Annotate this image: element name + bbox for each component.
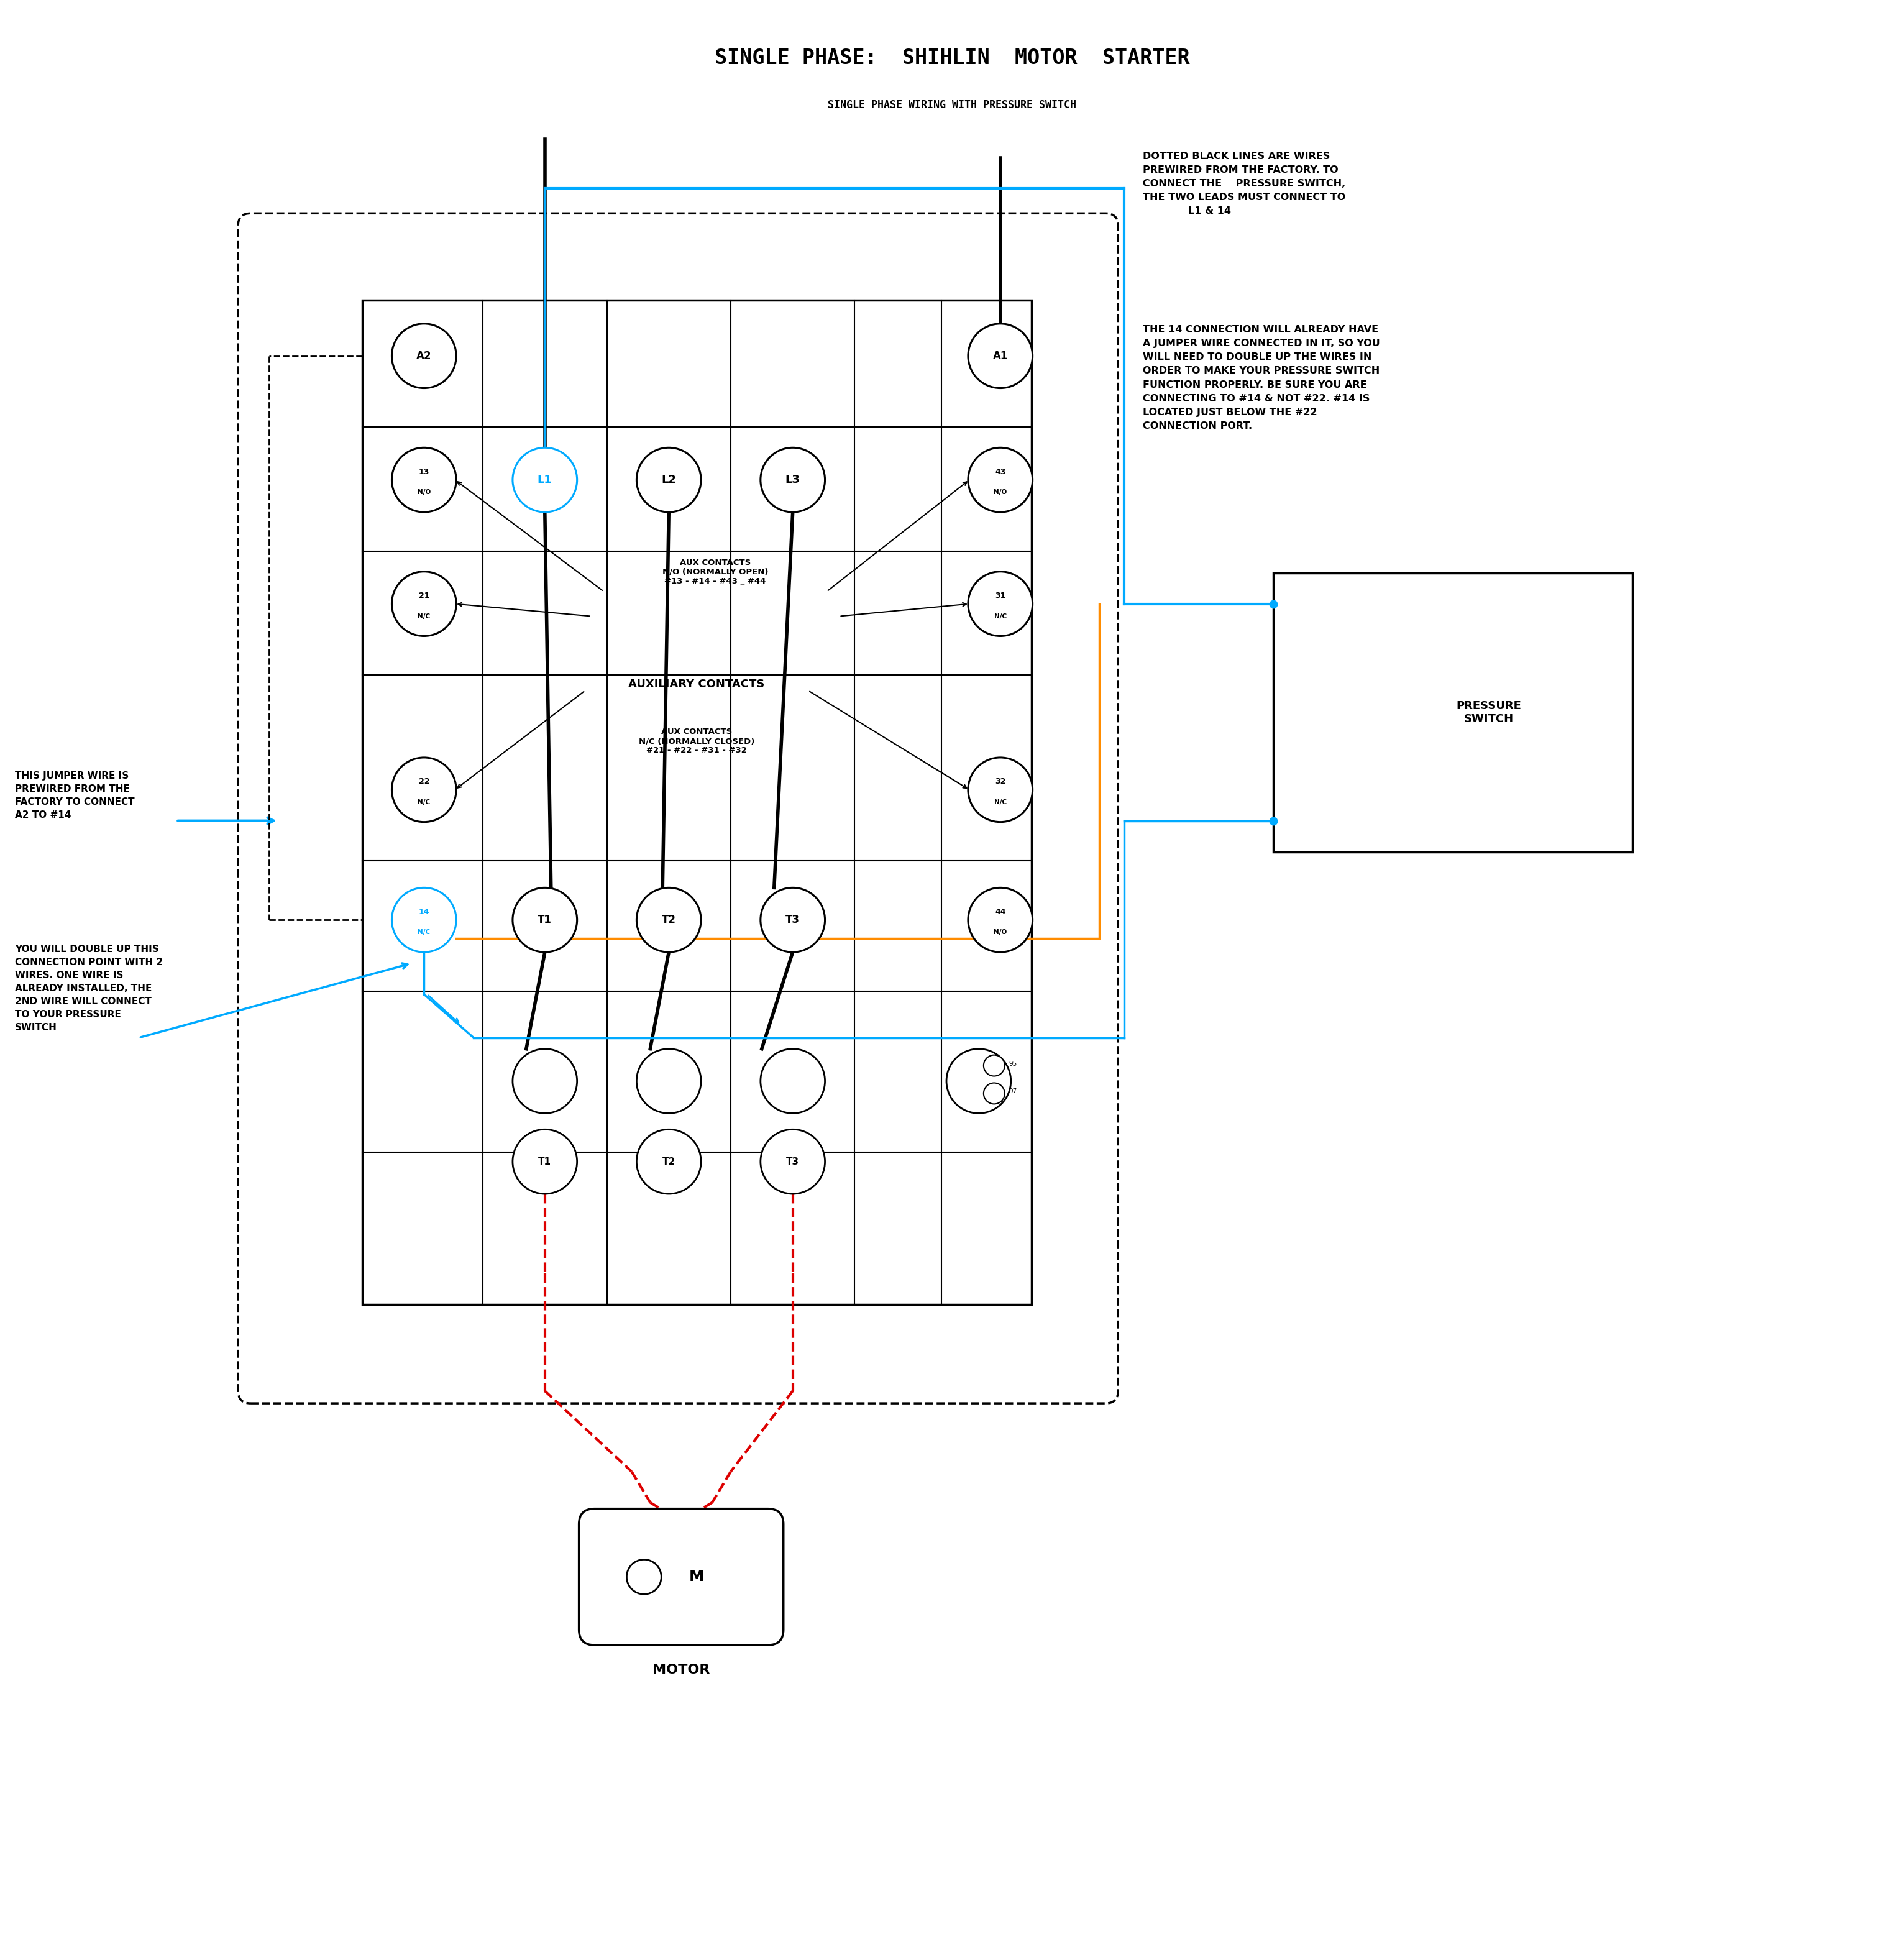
Text: AUX CONTACTS
N/O (NORMALLY OPEN)
#13 - #14 - #43 _ #44: AUX CONTACTS N/O (NORMALLY OPEN) #13 - #… (663, 558, 767, 586)
Text: 14: 14 (419, 907, 430, 915)
Circle shape (392, 888, 457, 952)
Text: DOTTED BLACK LINES ARE WIRES
PREWIRED FROM THE FACTORY. TO
CONNECT THE    PRESSU: DOTTED BLACK LINES ARE WIRES PREWIRED FR… (1142, 151, 1346, 215)
Circle shape (967, 324, 1032, 388)
Circle shape (512, 448, 577, 512)
Circle shape (392, 448, 457, 512)
Text: T1: T1 (539, 1158, 552, 1165)
Text: L2: L2 (661, 475, 676, 485)
Bar (1274, 572, 1632, 851)
Text: PRESSURE
SWITCH: PRESSURE SWITCH (1457, 700, 1521, 725)
Text: T1: T1 (537, 915, 552, 925)
Text: N/C: N/C (417, 799, 430, 805)
Text: THE 14 CONNECTION WILL ALREADY HAVE
A JUMPER WIRE CONNECTED IN IT, SO YOU
WILL N: THE 14 CONNECTION WILL ALREADY HAVE A JU… (1142, 326, 1380, 430)
Text: SINGLE PHASE:  SHIHLIN  MOTOR  STARTER: SINGLE PHASE: SHIHLIN MOTOR STARTER (714, 48, 1190, 68)
Text: 13: 13 (419, 467, 430, 475)
Text: 43: 43 (996, 467, 1005, 475)
Text: AUX CONTACTS
N/C (NORMALLY CLOSED)
#21 - #22 - #31 - #32: AUX CONTACTS N/C (NORMALLY CLOSED) #21 -… (638, 727, 754, 754)
Text: N/C: N/C (994, 613, 1007, 619)
Circle shape (967, 758, 1032, 822)
Text: 31: 31 (996, 591, 1005, 599)
Circle shape (967, 888, 1032, 952)
Text: YOU WILL DOUBLE UP THIS
CONNECTION POINT WITH 2
WIRES. ONE WIRE IS
ALREADY INSTA: YOU WILL DOUBLE UP THIS CONNECTION POINT… (15, 944, 164, 1032)
Circle shape (512, 1128, 577, 1194)
Circle shape (967, 572, 1032, 636)
Circle shape (984, 1082, 1005, 1103)
Circle shape (760, 1049, 824, 1113)
Circle shape (392, 758, 457, 822)
Circle shape (760, 448, 824, 512)
Circle shape (760, 1128, 824, 1194)
FancyBboxPatch shape (579, 1509, 783, 1644)
Circle shape (636, 1128, 701, 1194)
Text: T3: T3 (786, 1158, 800, 1165)
Text: T1: T1 (539, 1158, 552, 1165)
Text: 95: 95 (1009, 1061, 1017, 1066)
Text: N/O: N/O (994, 489, 1007, 494)
Text: N/C: N/C (417, 929, 430, 935)
Text: N/C: N/C (994, 799, 1007, 805)
Text: L1: L1 (537, 475, 552, 485)
Text: N/O: N/O (994, 929, 1007, 935)
Text: MOTOR: MOTOR (653, 1664, 710, 1675)
Text: A1: A1 (992, 351, 1007, 361)
Circle shape (984, 1055, 1005, 1076)
Text: 97: 97 (1009, 1088, 1017, 1096)
Circle shape (636, 448, 701, 512)
Circle shape (946, 1049, 1011, 1113)
Text: M: M (689, 1569, 704, 1584)
Circle shape (392, 572, 457, 636)
Text: 44: 44 (996, 907, 1005, 915)
Text: T2: T2 (663, 915, 676, 925)
Text: 32: 32 (996, 778, 1005, 785)
Circle shape (512, 888, 577, 952)
Text: T3: T3 (786, 915, 800, 925)
Text: N/O: N/O (417, 489, 430, 494)
Text: N/C: N/C (417, 613, 430, 619)
Circle shape (636, 1049, 701, 1113)
Text: T2: T2 (663, 1158, 676, 1165)
Bar (362, 301, 1032, 1305)
Circle shape (392, 324, 457, 388)
Text: THIS JUMPER WIRE IS
PREWIRED FROM THE
FACTORY TO CONNECT
A2 TO #14: THIS JUMPER WIRE IS PREWIRED FROM THE FA… (15, 772, 135, 820)
Circle shape (760, 888, 824, 952)
Circle shape (512, 1049, 577, 1113)
Circle shape (626, 1559, 661, 1594)
Text: 22: 22 (419, 778, 430, 785)
Text: 21: 21 (419, 591, 430, 599)
Text: T2: T2 (663, 1158, 676, 1165)
Circle shape (967, 448, 1032, 512)
Text: A2: A2 (417, 351, 432, 361)
Text: T3: T3 (786, 1158, 800, 1165)
Text: SINGLE PHASE WIRING WITH PRESSURE SWITCH: SINGLE PHASE WIRING WITH PRESSURE SWITCH (828, 99, 1076, 111)
Text: L3: L3 (784, 475, 800, 485)
Circle shape (636, 888, 701, 952)
Text: AUXILIARY CONTACTS: AUXILIARY CONTACTS (628, 679, 765, 690)
